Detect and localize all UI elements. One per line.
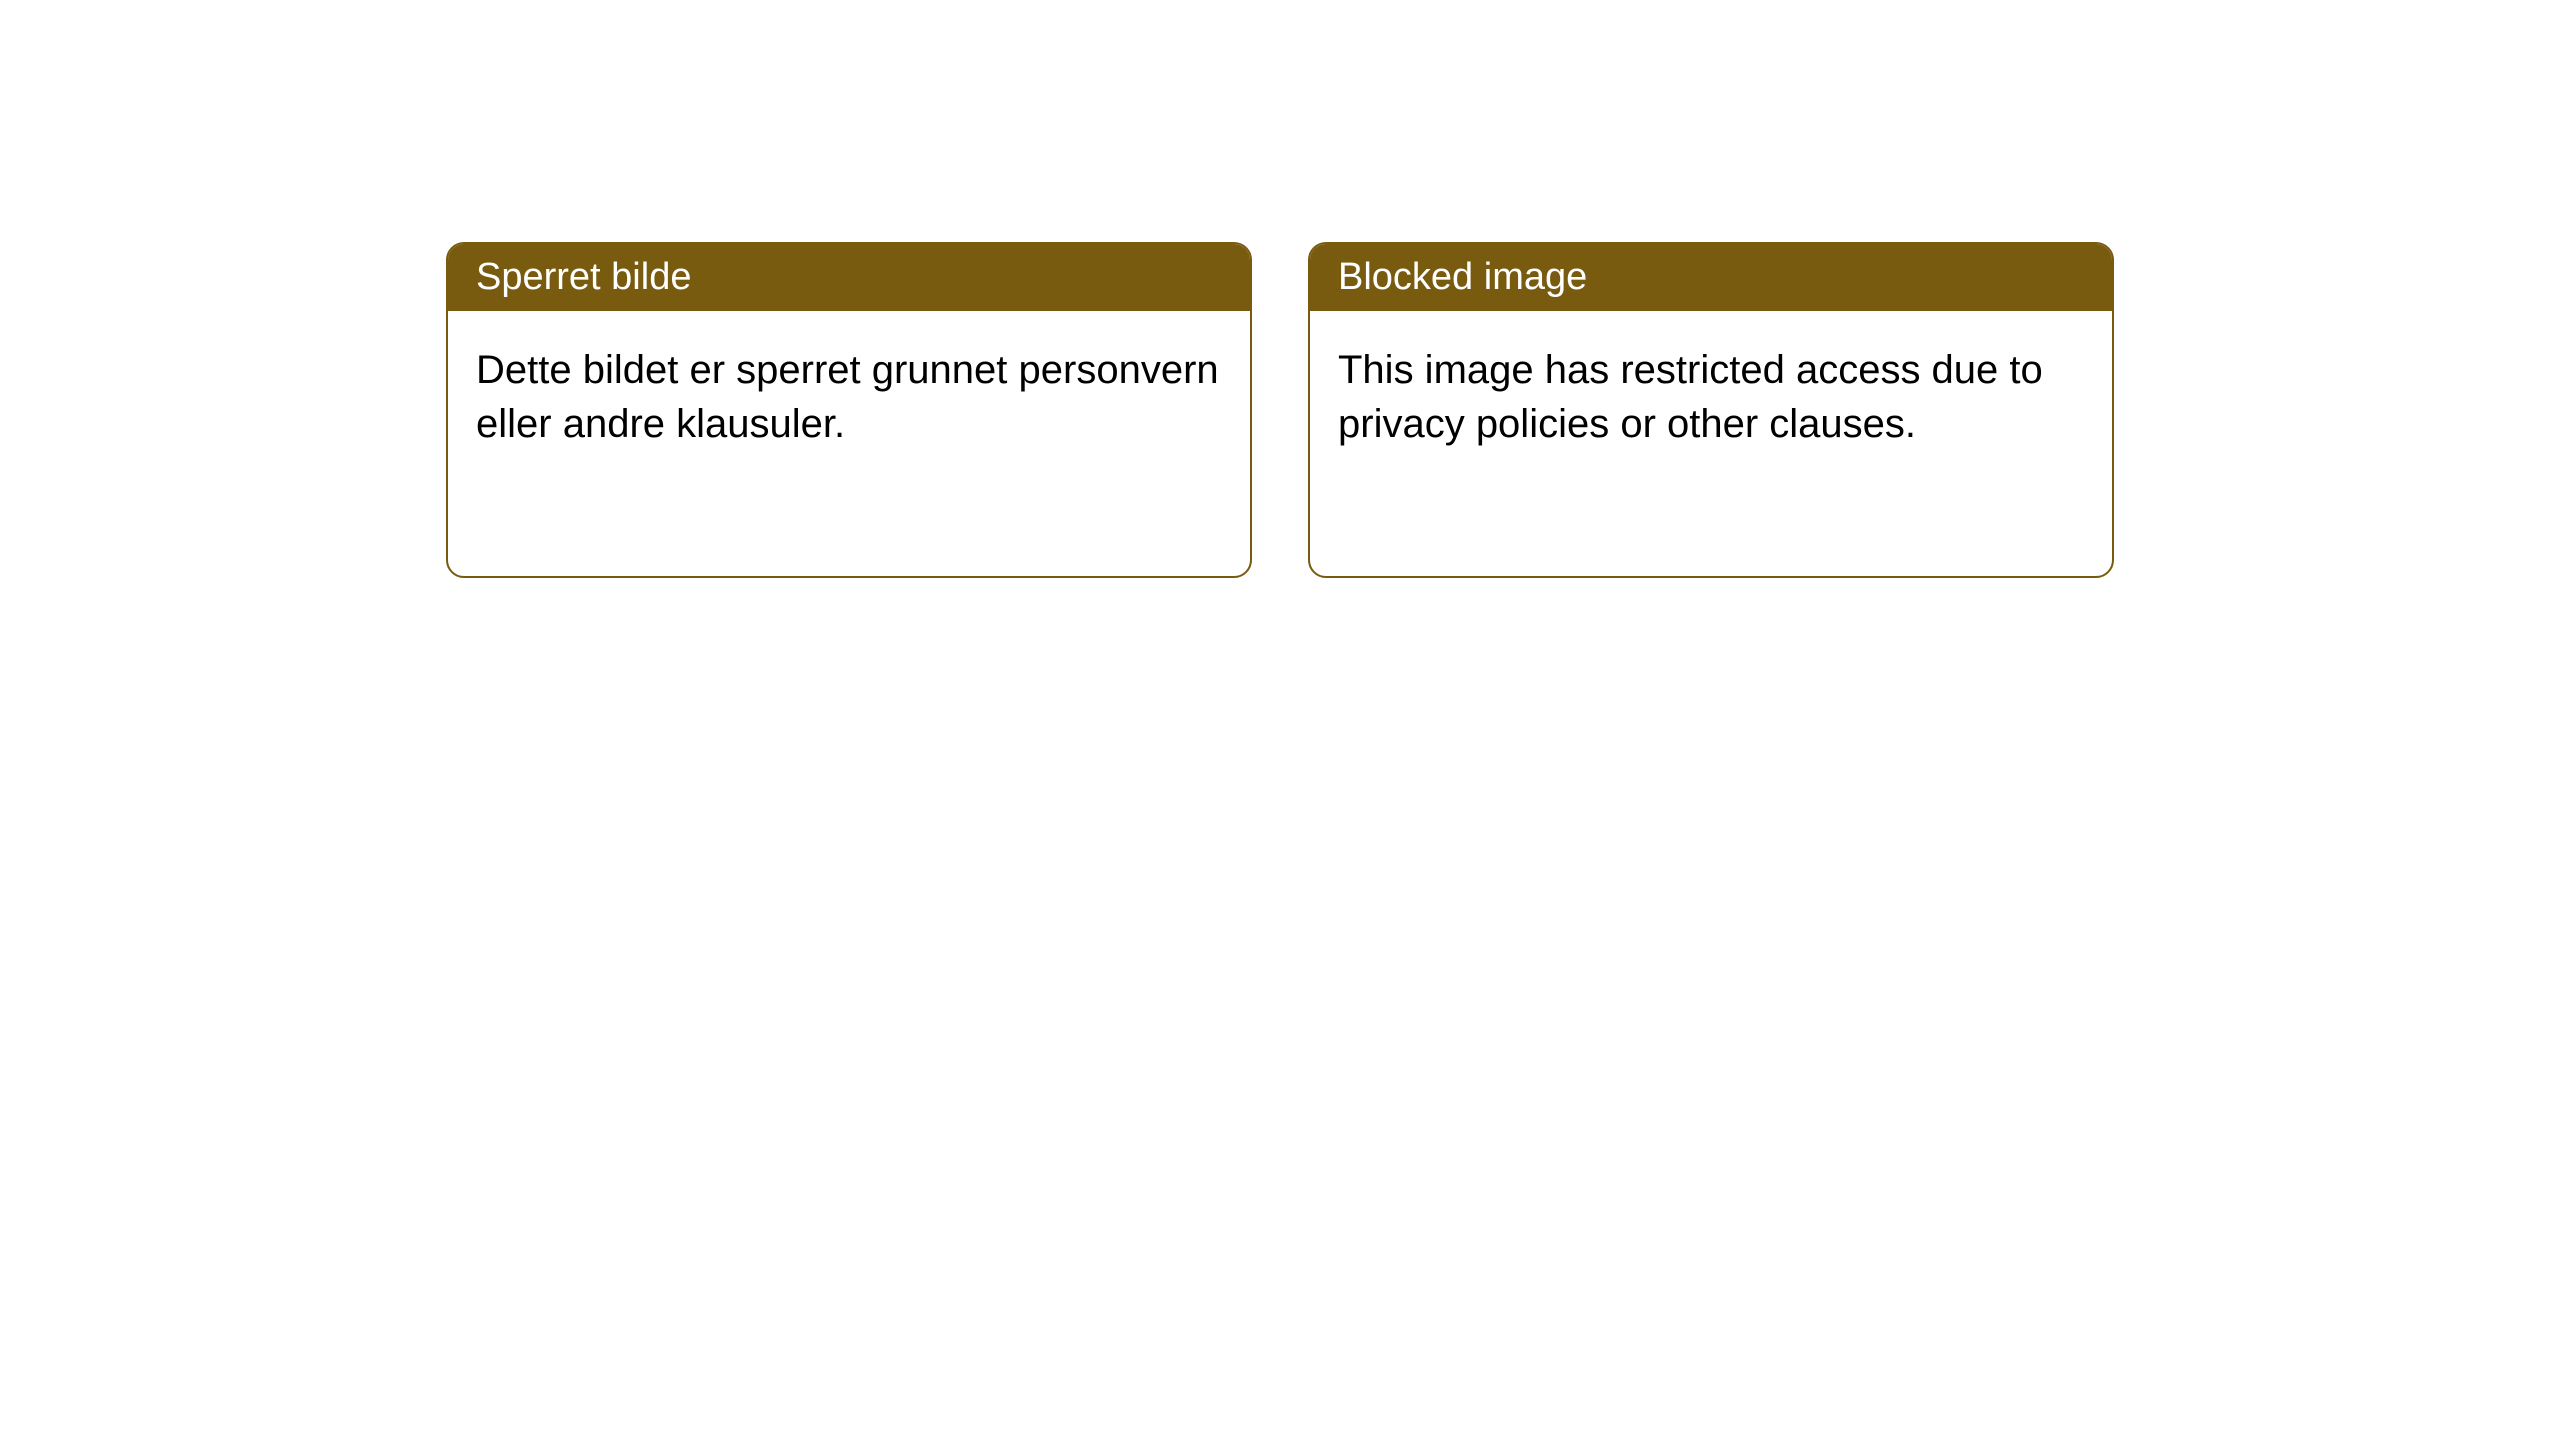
card-body-text-english: This image has restricted access due to …	[1338, 348, 2043, 446]
card-header-english: Blocked image	[1310, 244, 2112, 311]
cards-container: Sperret bilde Dette bildet er sperret gr…	[446, 242, 2114, 578]
card-norwegian: Sperret bilde Dette bildet er sperret gr…	[446, 242, 1252, 578]
card-english: Blocked image This image has restricted …	[1308, 242, 2114, 578]
card-body-english: This image has restricted access due to …	[1310, 311, 2112, 483]
card-body-norwegian: Dette bildet er sperret grunnet personve…	[448, 311, 1250, 483]
card-title-english: Blocked image	[1338, 256, 1587, 298]
card-title-norwegian: Sperret bilde	[476, 256, 691, 298]
card-body-text-norwegian: Dette bildet er sperret grunnet personve…	[476, 348, 1219, 446]
card-header-norwegian: Sperret bilde	[448, 244, 1250, 311]
